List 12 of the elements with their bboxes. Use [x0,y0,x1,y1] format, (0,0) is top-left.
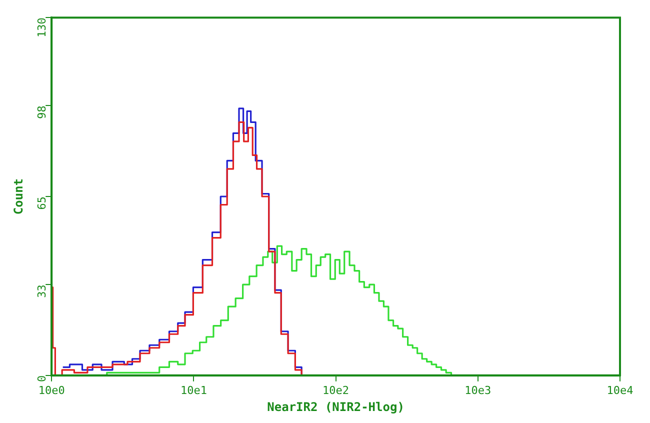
y-tick-label: 0 [35,375,48,382]
x-axis-title: NearIR2 (NIR2-Hlog) [267,400,404,414]
x-tick-label: 10e0 [38,384,65,397]
y-tick-label: 65 [35,196,48,210]
x-tick-label: 10e3 [464,384,492,397]
x-tick-label: 10e1 [180,384,207,397]
y-tick-label: 33 [35,284,48,298]
x-tick-label: 10e4 [606,384,634,397]
y-axis-title: Count [11,178,26,215]
x-tick-label: 10e2 [322,384,350,397]
y-tick-label: 130 [35,18,48,38]
y-tick-label: 98 [35,106,48,119]
